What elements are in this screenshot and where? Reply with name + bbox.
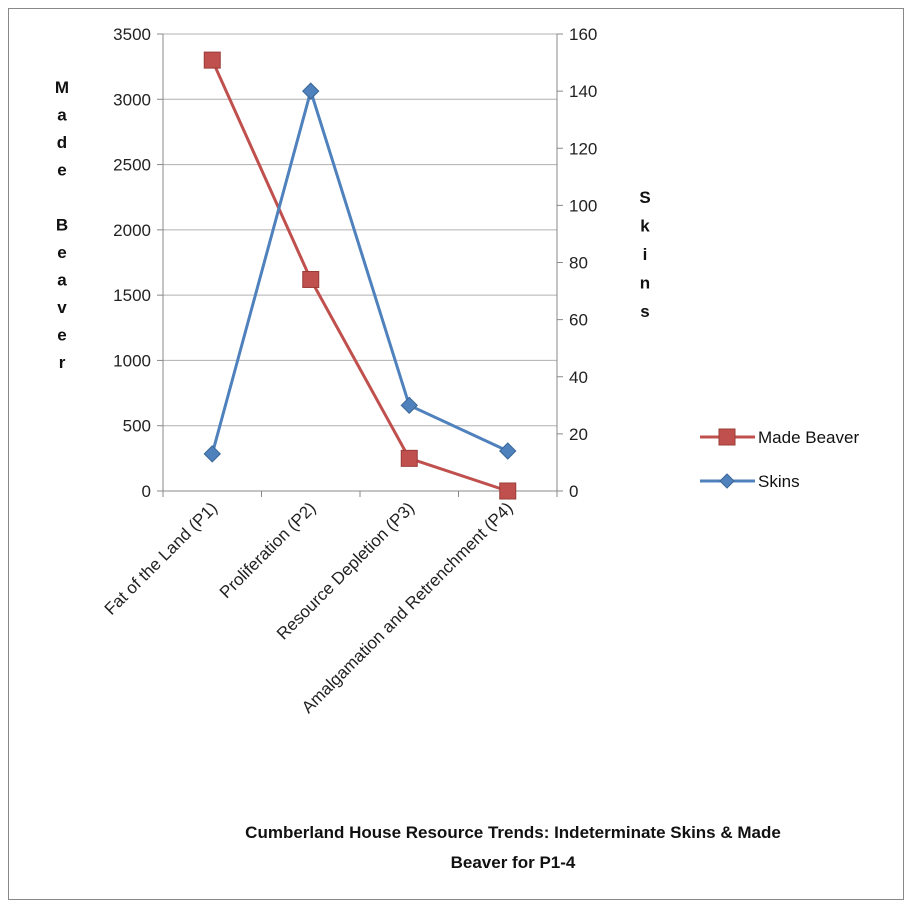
chart-frame [8, 8, 904, 900]
category-label: Amalgamation and Retrenchment (P4) [298, 498, 517, 717]
legend: Made Beaver Skins [700, 428, 859, 491]
category-label: Fat of the Land (P1) [101, 498, 221, 618]
data-point [499, 442, 517, 460]
left-tick-label: 2000 [113, 221, 151, 240]
chart-title: Cumberland House Resource Trends: Indete… [245, 823, 781, 872]
series-line-made-beaver [210, 59, 509, 493]
right-tick-label: 100 [569, 196, 597, 215]
series-layer [203, 51, 517, 500]
left-tick-label: 2500 [113, 156, 151, 175]
data-point [302, 270, 320, 288]
left-tick-label: 3000 [113, 90, 151, 109]
right-axis-ticks: 0 20 40 60 80 100 120 140 160 [569, 25, 597, 501]
right-tick-label: 80 [569, 254, 588, 273]
right-tick-label: 0 [569, 482, 578, 501]
legend-label: Skins [758, 472, 800, 491]
left-axis-ticks: 0 500 1000 1500 2000 2500 3000 3500 [113, 25, 151, 501]
data-point [499, 482, 517, 500]
data-point [400, 396, 418, 415]
category-label: Proliferation (P2) [216, 498, 320, 602]
legend-label: Made Beaver [758, 428, 859, 447]
left-tick-label: 3500 [113, 25, 151, 44]
series-line-skins [210, 89, 509, 455]
data-point [203, 445, 221, 463]
category-labels: Fat of the Land (P1)Proliferation (P2)Re… [101, 498, 517, 717]
left-tick-label: 1000 [113, 351, 151, 370]
chart-title-line: Beaver for P1-4 [451, 853, 576, 872]
axes [157, 33, 563, 497]
legend-marker [719, 473, 735, 489]
left-tick-label: 0 [142, 482, 151, 501]
right-tick-label: 40 [569, 368, 588, 387]
chart-title-line: Cumberland House Resource Trends: Indete… [245, 823, 781, 842]
legend-marker [718, 428, 736, 446]
right-tick-label: 60 [569, 311, 588, 330]
right-tick-label: 20 [569, 425, 588, 444]
data-point [203, 51, 221, 69]
gridlines [163, 33, 557, 427]
left-tick-label: 500 [123, 417, 151, 436]
right-tick-label: 160 [569, 25, 597, 44]
right-tick-label: 120 [569, 139, 597, 158]
right-tick-label: 140 [569, 82, 597, 101]
data-point [302, 82, 320, 100]
left-tick-label: 1500 [113, 286, 151, 305]
data-point [400, 449, 418, 467]
